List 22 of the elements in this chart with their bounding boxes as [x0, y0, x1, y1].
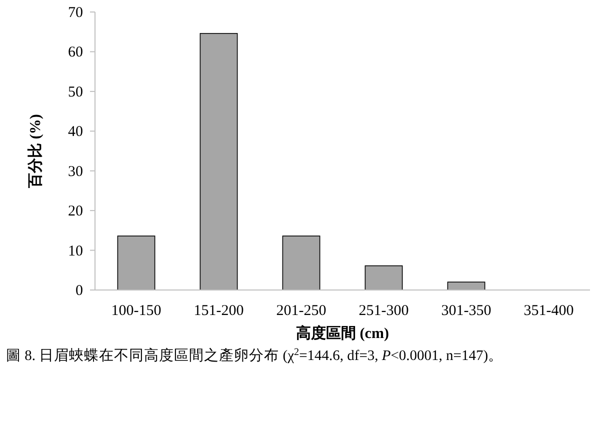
y-tick-label: 40 — [68, 124, 83, 140]
x-tick-label: 100-150 — [111, 303, 162, 319]
x-tick-label: 301-350 — [441, 303, 492, 319]
y-tick-label: 70 — [68, 5, 83, 21]
y-tick-label: 10 — [68, 243, 83, 260]
x-tick-label: 201-250 — [276, 303, 326, 319]
x-tick-label: 251-300 — [358, 303, 409, 319]
y-tick-label: 50 — [68, 84, 83, 100]
y-tick-label: 60 — [68, 44, 83, 61]
y-tick-label: 30 — [68, 164, 83, 180]
bar — [282, 236, 320, 290]
x-tick-label: 351-400 — [524, 303, 574, 319]
y-tick-label: 0 — [76, 283, 83, 299]
caption: 圖 8. 日眉蛺蝶在不同高度區間之產卵分布 (χ$^{2}$=144.6, df=3, P<0.0001, n=147)。 — [6, 346, 504, 364]
x-tick-label: 151-200 — [194, 303, 244, 319]
x-axis-title: 高度區間 (cm) — [296, 324, 389, 342]
bar — [447, 282, 486, 290]
bar — [200, 33, 238, 290]
bar — [117, 236, 156, 290]
y-axis-title: 百分比 (%) — [27, 114, 44, 189]
y-tick-label: 20 — [68, 204, 83, 220]
bar — [364, 265, 403, 290]
